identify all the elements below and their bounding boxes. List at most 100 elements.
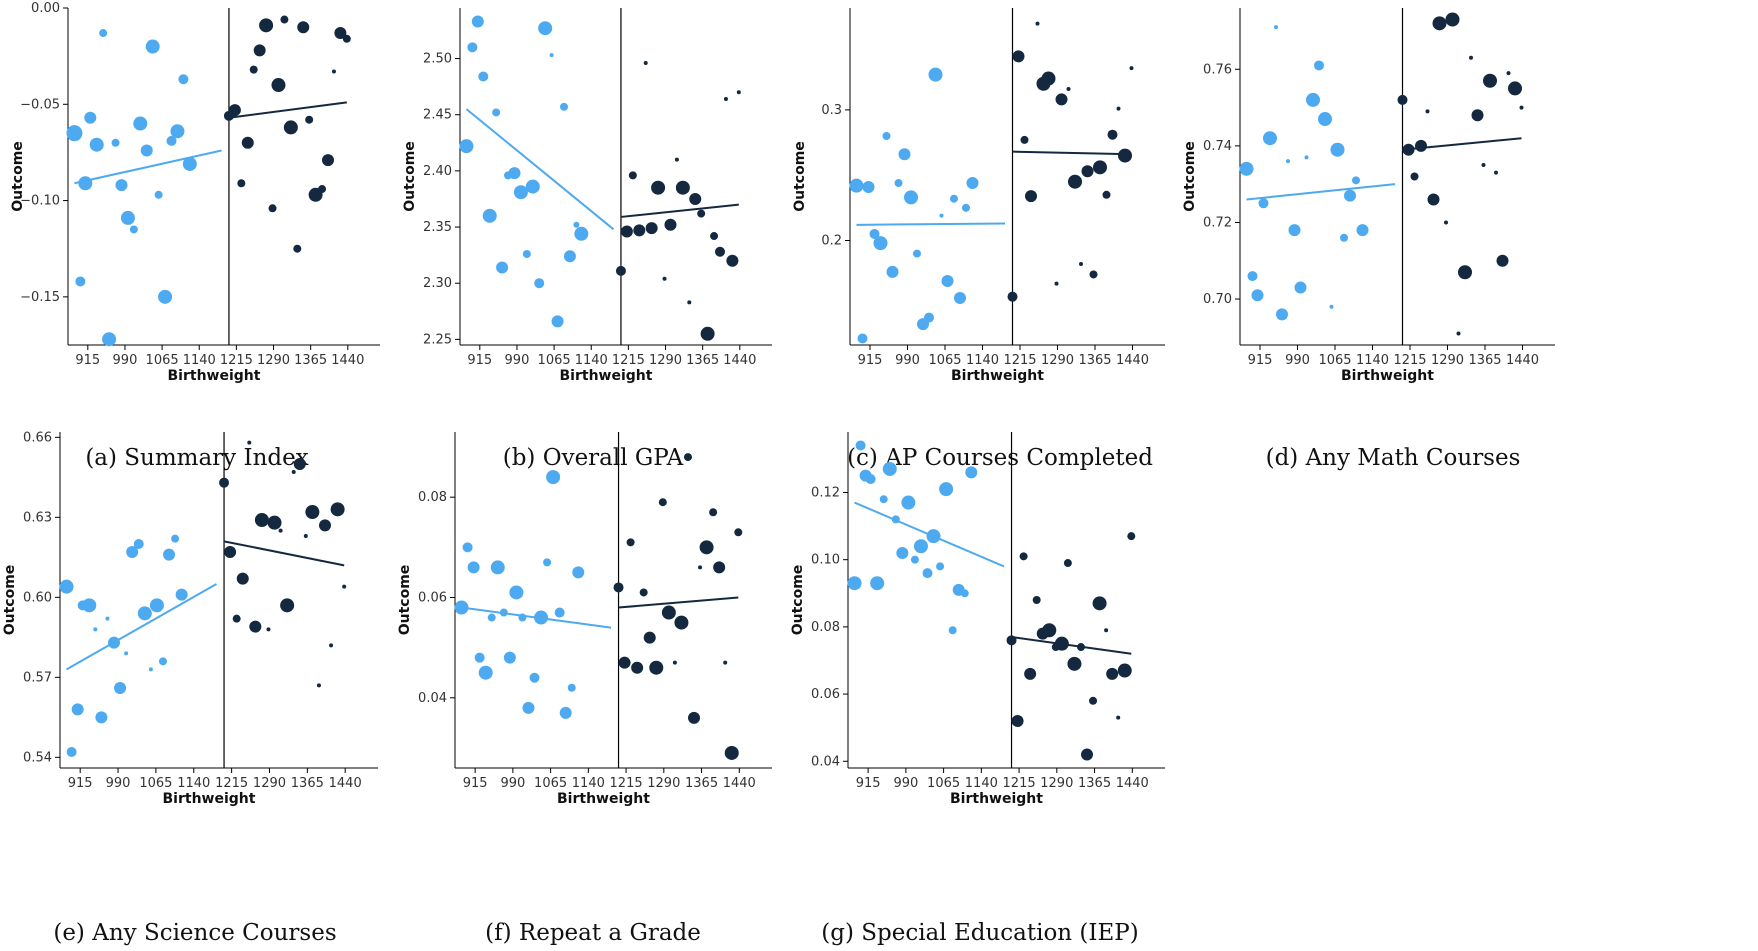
y-tick-label: −0.10 bbox=[20, 194, 60, 209]
x-axis-title: Birthweight bbox=[560, 368, 653, 384]
left-data-point bbox=[1356, 224, 1369, 237]
y-tick-label: 0.08 bbox=[811, 620, 840, 635]
x-tick-label: 990 bbox=[1285, 353, 1310, 368]
left-data-point bbox=[922, 568, 933, 579]
right-data-point bbox=[1496, 254, 1509, 267]
x-axis-title: Birthweight bbox=[950, 791, 1043, 807]
left-data-point bbox=[879, 495, 888, 504]
left-data-point bbox=[543, 558, 552, 567]
left-data-point bbox=[75, 276, 86, 287]
right-data-point bbox=[626, 538, 635, 547]
x-tick-label: 1290 bbox=[1041, 353, 1074, 368]
right-data-point bbox=[1011, 714, 1024, 727]
left-data-point bbox=[490, 560, 505, 575]
right-data-point bbox=[1519, 105, 1524, 110]
left-data-point bbox=[886, 265, 899, 278]
y-tick-label: 2.45 bbox=[423, 108, 452, 123]
x-tick-label: 915 bbox=[858, 353, 883, 368]
right-data-point bbox=[305, 505, 320, 519]
right-data-point bbox=[342, 34, 351, 43]
left-data-point bbox=[95, 711, 108, 724]
left-data-point bbox=[154, 190, 163, 199]
y-axis-title: Outcome bbox=[1182, 141, 1198, 212]
right-data-point bbox=[618, 656, 631, 669]
right-data-point bbox=[228, 104, 241, 117]
right-data-point bbox=[1494, 170, 1498, 175]
x-tick-label: 1290 bbox=[649, 353, 682, 368]
left-data-point bbox=[522, 701, 535, 714]
left-data-point bbox=[478, 665, 493, 680]
left-data-point bbox=[474, 652, 485, 663]
left-data-point bbox=[89, 137, 104, 152]
right-data-point bbox=[1415, 139, 1427, 152]
left-data-point bbox=[1329, 304, 1334, 309]
left-data-point bbox=[93, 627, 98, 632]
right-data-point bbox=[1079, 262, 1083, 267]
left-data-point bbox=[148, 667, 153, 672]
right-fit-line bbox=[1012, 150, 1132, 156]
right-data-point bbox=[267, 515, 282, 530]
right-data-point bbox=[278, 528, 283, 533]
left-data-point bbox=[471, 15, 484, 28]
right-data-point bbox=[318, 185, 327, 194]
y-axis-title: Outcome bbox=[402, 141, 418, 212]
right-data-point bbox=[1020, 135, 1029, 144]
right-data-point bbox=[1068, 174, 1082, 189]
x-tick-label: 990 bbox=[893, 776, 918, 791]
x-tick-label: 1290 bbox=[1040, 776, 1073, 791]
right-data-point bbox=[683, 453, 692, 462]
left-data-point bbox=[534, 278, 545, 289]
right-data-point bbox=[1042, 623, 1057, 638]
right-data-point bbox=[1007, 291, 1018, 302]
right-data-point bbox=[1089, 270, 1098, 279]
x-tick-label: 915 bbox=[856, 776, 881, 791]
right-data-point bbox=[330, 502, 345, 517]
chart-panel-3: 915 990 1065 1140 1215 1290 1365 1440 0.70 0.72 0.… bbox=[1182, 8, 1555, 471]
y-tick-label: 0.12 bbox=[811, 485, 840, 500]
right-data-point bbox=[1081, 165, 1094, 178]
right-data-point bbox=[1106, 667, 1119, 680]
y-tick-label: 2.30 bbox=[423, 276, 452, 291]
right-data-point bbox=[1012, 50, 1025, 63]
left-data-point bbox=[529, 672, 540, 683]
left-data-point bbox=[111, 138, 120, 147]
right-fit-line bbox=[620, 203, 739, 218]
right-data-point bbox=[723, 660, 728, 665]
left-data-point bbox=[140, 144, 153, 157]
left-data-point bbox=[133, 116, 148, 131]
right-data-point bbox=[334, 27, 347, 40]
right-data-point bbox=[723, 96, 728, 101]
left-data-point bbox=[954, 291, 966, 304]
x-tick-label: 915 bbox=[68, 776, 93, 791]
right-data-point bbox=[726, 254, 739, 267]
left-data-point bbox=[573, 221, 580, 228]
left-fit-line bbox=[854, 501, 1005, 568]
x-tick-label: 1440 bbox=[1116, 776, 1149, 791]
left-data-point bbox=[163, 548, 176, 561]
right-data-point bbox=[658, 498, 667, 507]
left-data-point bbox=[467, 42, 478, 53]
left-fit-line bbox=[74, 149, 222, 185]
x-tick-label: 1440 bbox=[1506, 353, 1539, 368]
y-tick-label: 0.76 bbox=[1203, 62, 1232, 77]
left-data-point bbox=[950, 194, 958, 203]
chart-panel-0: 915 990 1065 1140 1215 1290 1365 1440 −0.15 −0.10… bbox=[10, 1, 380, 471]
x-tick-label: 1065 bbox=[1318, 353, 1351, 368]
x-tick-label: 1215 bbox=[1393, 353, 1426, 368]
right-data-point bbox=[297, 21, 310, 34]
x-tick-label: 1065 bbox=[534, 776, 567, 791]
left-data-point bbox=[166, 135, 177, 146]
left-data-point bbox=[941, 274, 954, 287]
left-data-point bbox=[102, 332, 117, 347]
right-data-point bbox=[303, 534, 308, 538]
right-data-point bbox=[283, 120, 298, 135]
left-data-point bbox=[865, 474, 876, 485]
right-data-point bbox=[291, 470, 296, 474]
right-data-point bbox=[268, 204, 277, 213]
left-data-point bbox=[960, 589, 969, 598]
right-data-point bbox=[1471, 109, 1484, 122]
left-data-point bbox=[928, 67, 943, 82]
y-tick-label: 0.54 bbox=[23, 750, 52, 765]
right-data-point bbox=[253, 44, 266, 57]
